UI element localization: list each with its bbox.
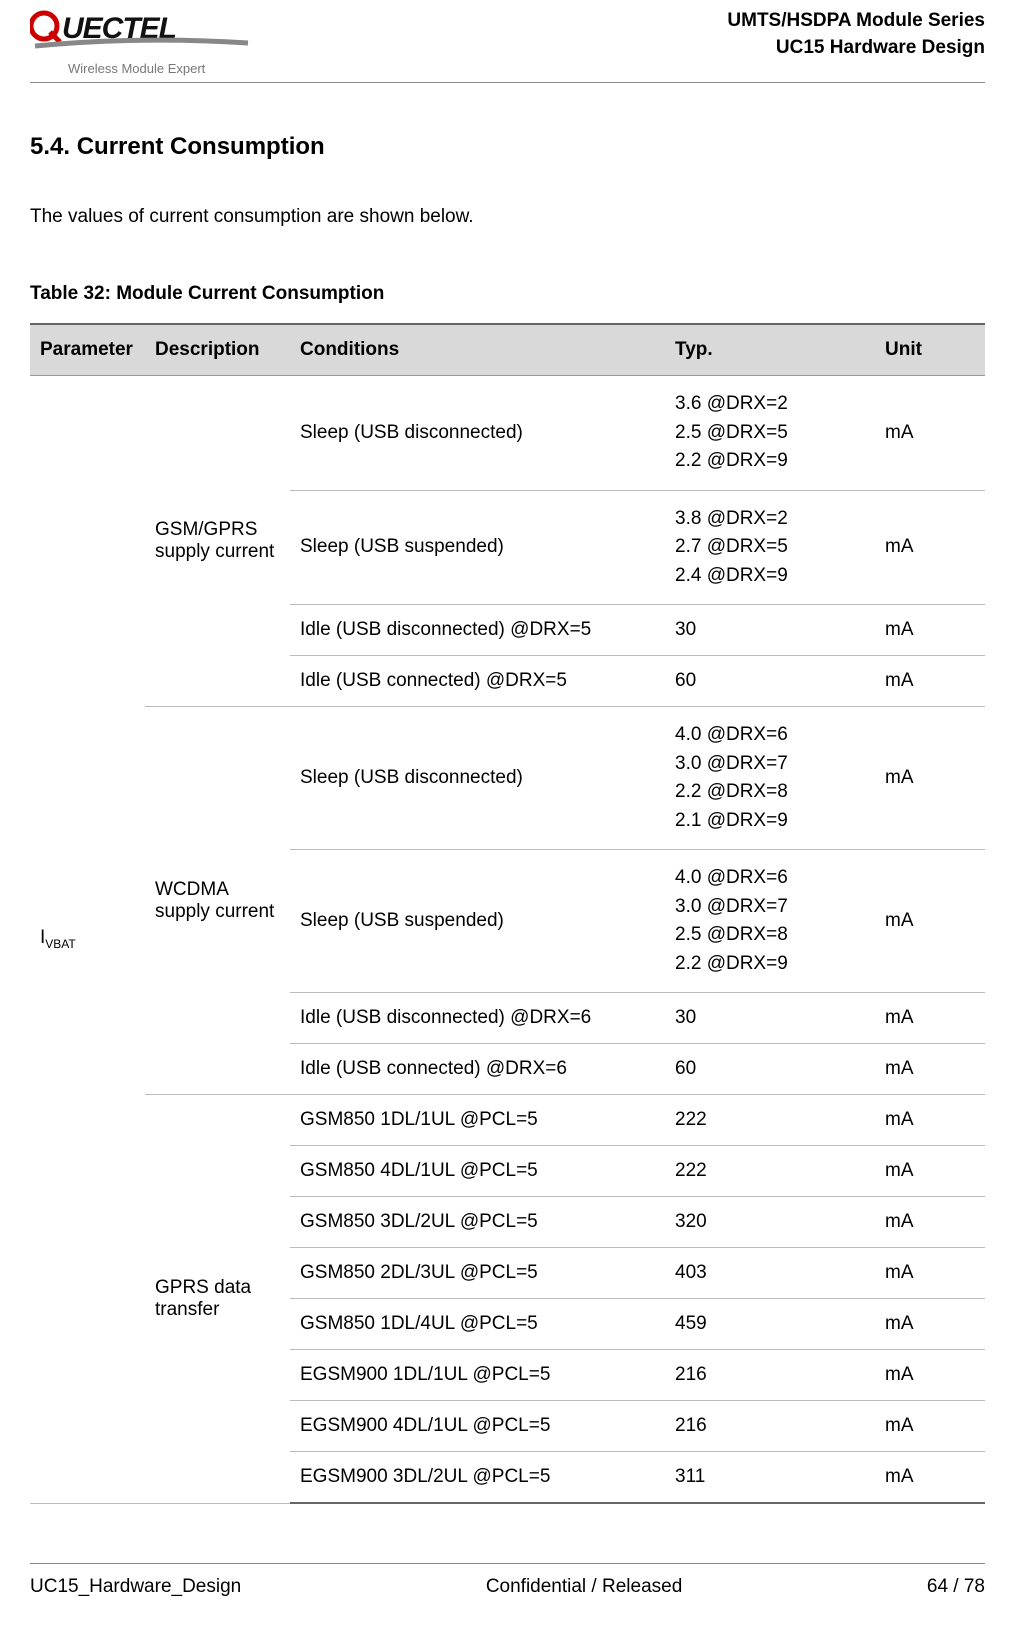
typ-cell: 222 (665, 1095, 875, 1146)
cond-cell: Idle (USB disconnected) @DRX=5 (290, 605, 665, 656)
desc-cell: WCDMA supply current (145, 707, 290, 1095)
th-parameter: Parameter (30, 324, 145, 376)
typ-cell: 4.0 @DRX=6 3.0 @DRX=7 2.5 @DRX=8 2.2 @DR… (665, 850, 875, 993)
section-title: 5.4. Current Consumption (30, 133, 985, 161)
logo-tagline: Wireless Module Expert (68, 61, 250, 76)
desc-cell: GPRS data transfer (145, 1095, 290, 1504)
typ-cell: 3.8 @DRX=2 2.7 @DRX=5 2.4 @DRX=9 (665, 490, 875, 605)
page-header: UECTEL Wireless Module Expert UMTS/HSDPA… (30, 0, 985, 83)
param-sub: VBAT (45, 937, 75, 951)
typ-cell: 403 (665, 1248, 875, 1299)
cond-cell: Sleep (USB disconnected) (290, 707, 665, 850)
unit-cell: mA (875, 1044, 985, 1095)
unit-cell: mA (875, 993, 985, 1044)
unit-cell: mA (875, 1197, 985, 1248)
cond-cell: GSM850 1DL/1UL @PCL=5 (290, 1095, 665, 1146)
unit-cell: mA (875, 1452, 985, 1504)
typ-cell: 311 (665, 1452, 875, 1504)
page-footer: UC15_Hardware_Design Confidential / Rele… (30, 1563, 985, 1598)
th-unit: Unit (875, 324, 985, 376)
quectel-logo-icon: UECTEL (30, 8, 250, 50)
unit-cell: mA (875, 1350, 985, 1401)
table-row: GPRS data transfer GSM850 1DL/1UL @PCL=5… (30, 1095, 985, 1146)
typ-cell: 4.0 @DRX=6 3.0 @DRX=7 2.2 @DRX=8 2.1 @DR… (665, 707, 875, 850)
unit-cell: mA (875, 1095, 985, 1146)
unit-cell: mA (875, 707, 985, 850)
unit-cell: mA (875, 656, 985, 707)
section-body: The values of current consumption are sh… (30, 206, 985, 228)
unit-cell: mA (875, 850, 985, 993)
unit-cell: mA (875, 490, 985, 605)
footer-center: Confidential / Released (486, 1576, 682, 1598)
typ-cell: 30 (665, 993, 875, 1044)
table-caption: Table 32: Module Current Consumption (30, 283, 985, 305)
unit-cell: mA (875, 376, 985, 491)
typ-cell: 216 (665, 1350, 875, 1401)
typ-cell: 222 (665, 1146, 875, 1197)
unit-cell: mA (875, 1401, 985, 1452)
footer-right: 64 / 78 (927, 1576, 985, 1598)
cond-cell: Idle (USB connected) @DRX=6 (290, 1044, 665, 1095)
table-header-row: Parameter Description Conditions Typ. Un… (30, 324, 985, 376)
typ-cell: 60 (665, 656, 875, 707)
cond-cell: Idle (USB disconnected) @DRX=6 (290, 993, 665, 1044)
unit-cell: mA (875, 1299, 985, 1350)
typ-cell: 30 (665, 605, 875, 656)
cond-cell: EGSM900 4DL/1UL @PCL=5 (290, 1401, 665, 1452)
typ-cell: 320 (665, 1197, 875, 1248)
header-right: UMTS/HSDPA Module Series UC15 Hardware D… (727, 8, 985, 61)
cond-cell: GSM850 2DL/3UL @PCL=5 (290, 1248, 665, 1299)
unit-cell: mA (875, 1146, 985, 1197)
table-row: WCDMA supply current Sleep (USB disconne… (30, 707, 985, 850)
typ-cell: 3.6 @DRX=2 2.5 @DRX=5 2.2 @DRX=9 (665, 376, 875, 491)
cond-cell: Sleep (USB disconnected) (290, 376, 665, 491)
param-cell: IVBAT (30, 376, 145, 1504)
th-description: Description (145, 324, 290, 376)
cond-cell: GSM850 1DL/4UL @PCL=5 (290, 1299, 665, 1350)
th-typ: Typ. (665, 324, 875, 376)
cond-cell: Sleep (USB suspended) (290, 490, 665, 605)
header-series: UMTS/HSDPA Module Series (727, 8, 985, 35)
desc-cell: GSM/GPRS supply current (145, 376, 290, 707)
th-conditions: Conditions (290, 324, 665, 376)
table-body: IVBAT GSM/GPRS supply current Sleep (USB… (30, 376, 985, 1504)
cond-cell: Sleep (USB suspended) (290, 850, 665, 993)
cond-cell: EGSM900 3DL/2UL @PCL=5 (290, 1452, 665, 1504)
footer-left: UC15_Hardware_Design (30, 1576, 241, 1598)
cond-cell: EGSM900 1DL/1UL @PCL=5 (290, 1350, 665, 1401)
typ-cell: 60 (665, 1044, 875, 1095)
typ-cell: 459 (665, 1299, 875, 1350)
header-doc-title: UC15 Hardware Design (727, 35, 985, 62)
typ-cell: 216 (665, 1401, 875, 1452)
cond-cell: Idle (USB connected) @DRX=5 (290, 656, 665, 707)
unit-cell: mA (875, 605, 985, 656)
table-row: IVBAT GSM/GPRS supply current Sleep (USB… (30, 376, 985, 491)
unit-cell: mA (875, 1248, 985, 1299)
current-consumption-table: Parameter Description Conditions Typ. Un… (30, 323, 985, 1504)
logo-area: UECTEL Wireless Module Expert (30, 8, 250, 76)
logo-text: UECTEL (30, 8, 250, 58)
cond-cell: GSM850 3DL/2UL @PCL=5 (290, 1197, 665, 1248)
cond-cell: GSM850 4DL/1UL @PCL=5 (290, 1146, 665, 1197)
